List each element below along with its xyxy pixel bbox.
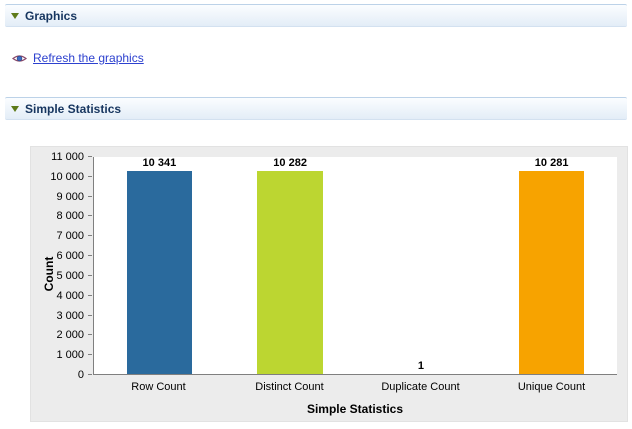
- bar-slot: 1: [356, 157, 487, 374]
- y-tick-mark: [88, 334, 92, 336]
- x-tick-label: Distinct Count: [255, 381, 324, 393]
- y-tick-label: 11 000: [51, 151, 84, 163]
- bar-slot: 10 341: [94, 157, 225, 374]
- x-axis: Row Count Distinct Count Duplicate Count Un…: [93, 381, 617, 395]
- plot-area: 10 341 10 282 1 10 281: [93, 157, 617, 375]
- bar-value-label: 10 281: [534, 157, 569, 170]
- y-tick-label: 7 000: [56, 230, 84, 243]
- bar: [126, 171, 193, 374]
- y-tick-mark: [88, 314, 92, 316]
- bar-value-label: 10 341: [142, 157, 177, 169]
- collapse-triangle-icon[interactable]: [11, 12, 19, 19]
- bar-value-label: 10 282: [273, 157, 307, 170]
- x-tick-label: Row Count: [131, 381, 186, 393]
- y-tick-mark: [88, 195, 92, 197]
- y-tick-mark: [88, 175, 92, 177]
- y-tick-label: 1 000: [56, 349, 84, 362]
- y-tick-label: 10 000: [50, 170, 84, 183]
- graphics-section-title: Graphics: [25, 8, 78, 23]
- bar-slot: 10 282: [225, 157, 356, 374]
- x-axis-label: Simple Statistics: [306, 402, 404, 416]
- collapse-triangle-icon[interactable]: [11, 105, 19, 112]
- y-tick-mark: [88, 235, 92, 237]
- x-tick-label: Unique Count: [517, 381, 586, 393]
- y-tick-mark: [88, 215, 92, 217]
- simple-statistics-section-header[interactable]: Simple Statistics: [5, 97, 627, 120]
- graphics-section-header[interactable]: Graphics: [5, 4, 627, 27]
- y-tick-mark: [88, 274, 92, 276]
- simple-statistics-section-title: Simple Statistics: [25, 101, 122, 116]
- refresh-graphics-link[interactable]: Refresh the graphics: [33, 51, 144, 65]
- y-tick-label: 4 000: [56, 289, 84, 302]
- bar: [257, 171, 323, 374]
- refresh-row: Refresh the graphics: [12, 51, 632, 65]
- y-tick-label: 3 000: [56, 309, 84, 322]
- y-tick-label: 0: [77, 369, 84, 381]
- y-tick-mark: [88, 156, 92, 157]
- y-tick-label: 8 000: [56, 210, 84, 223]
- bar-slot: 10 281: [486, 157, 617, 374]
- y-tick-label: 9 000: [56, 190, 84, 203]
- eye-icon: [12, 53, 27, 64]
- y-tick-mark: [88, 255, 92, 257]
- y-tick-mark: [88, 354, 92, 356]
- bars: 10 341 10 282 1 10 281: [94, 157, 617, 374]
- y-tick-label: 6 000: [56, 250, 84, 263]
- y-tick-label: 2 000: [56, 329, 84, 342]
- x-tick-label: Duplicate Count: [381, 381, 460, 393]
- y-tick-mark: [88, 374, 92, 375]
- y-tick-label: 5 000: [56, 269, 84, 282]
- bar-value-label: 1: [417, 359, 424, 372]
- bar: [518, 171, 585, 374]
- y-axis: 0 1 000 2 000 3 000 4 000 5 000 6 000 7 000 8 00…: [31, 151, 93, 381]
- y-tick-mark: [88, 294, 92, 296]
